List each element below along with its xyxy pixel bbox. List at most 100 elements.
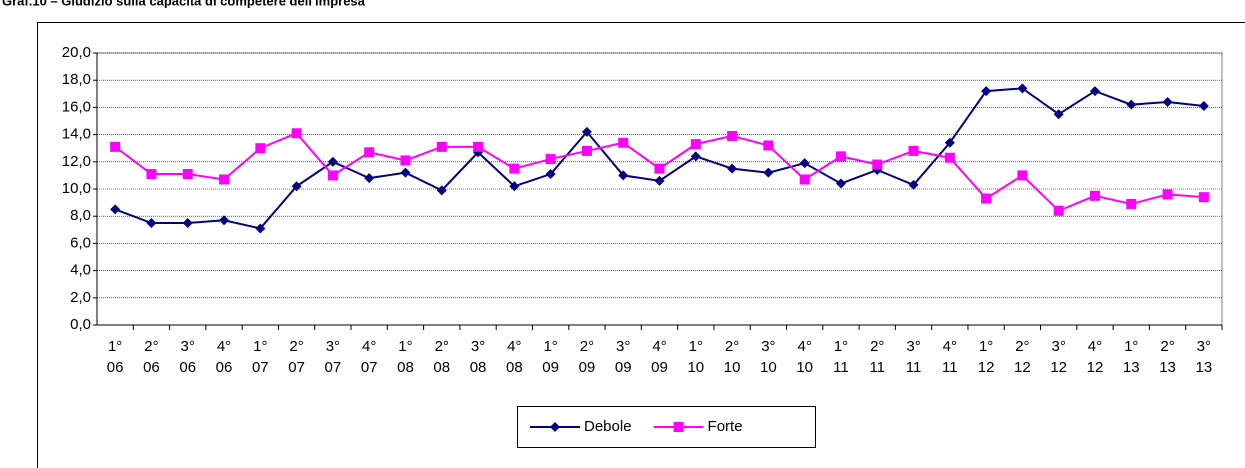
point xyxy=(690,139,701,150)
point xyxy=(110,204,121,215)
x-tick-label: 2° 07 xyxy=(288,338,305,376)
point xyxy=(690,151,701,162)
x-tick-label: 3° 07 xyxy=(325,338,342,376)
point xyxy=(1198,101,1209,112)
point xyxy=(908,145,919,156)
point xyxy=(1053,109,1064,120)
point xyxy=(182,169,193,180)
y-tick-label: 18,0 xyxy=(62,71,91,88)
point xyxy=(327,156,338,167)
x-tick-label: 3° 09 xyxy=(615,338,632,376)
point xyxy=(872,159,883,170)
point xyxy=(364,147,375,158)
point xyxy=(835,178,846,189)
point xyxy=(654,163,665,174)
chart-title: Graf.10 – Giudizio sulla capacità di com… xyxy=(2,0,366,8)
y-tick-label: 10,0 xyxy=(62,180,91,197)
point xyxy=(509,163,520,174)
point xyxy=(545,169,556,180)
x-tick-label: 1° 06 xyxy=(107,338,124,376)
point xyxy=(981,193,992,204)
x-tick-label: 1° 08 xyxy=(397,338,414,376)
point xyxy=(545,154,556,165)
point xyxy=(255,143,266,154)
point xyxy=(581,145,592,156)
x-tick-label: 3° 06 xyxy=(179,338,196,376)
y-tick-label: 2,0 xyxy=(70,289,91,306)
y-tick-label: 4,0 xyxy=(70,262,91,279)
x-tick-label: 2° 10 xyxy=(724,338,741,376)
y-tick-label: 8,0 xyxy=(70,207,91,224)
point xyxy=(1162,189,1173,200)
y-tick-label: 0,0 xyxy=(70,316,91,333)
point xyxy=(673,422,684,432)
x-tick-label: 4° 09 xyxy=(651,338,668,376)
x-tick-label: 4° 08 xyxy=(506,338,523,376)
y-tick-label: 16,0 xyxy=(62,98,91,115)
x-tick-label: 4° 11 xyxy=(942,338,958,376)
point xyxy=(1089,86,1100,97)
x-tick-label: 3° 11 xyxy=(906,338,922,376)
x-tick-label: 4° 07 xyxy=(361,338,378,376)
point xyxy=(581,126,592,137)
x-tick-label: 2° 12 xyxy=(1014,338,1031,376)
point xyxy=(1089,190,1100,201)
y-tick-label: 12,0 xyxy=(62,153,91,170)
point xyxy=(473,141,484,152)
point xyxy=(1017,170,1028,181)
point xyxy=(1126,198,1137,209)
point xyxy=(763,140,774,151)
x-tick-label: 3° 08 xyxy=(470,338,487,376)
point xyxy=(436,185,447,196)
point xyxy=(1162,96,1173,107)
x-tick-label: 4° 06 xyxy=(216,338,233,376)
point xyxy=(618,137,629,148)
chart-frame xyxy=(37,22,1245,468)
point xyxy=(509,181,520,192)
point xyxy=(799,174,810,185)
x-tick-label: 1° 12 xyxy=(978,338,995,376)
point xyxy=(550,422,560,432)
point xyxy=(364,173,375,184)
point xyxy=(1126,99,1137,110)
point xyxy=(400,167,411,178)
x-tick-label: 1° 10 xyxy=(687,338,704,376)
point xyxy=(255,223,266,234)
point xyxy=(291,181,302,192)
point xyxy=(799,158,810,169)
point xyxy=(944,137,955,148)
point xyxy=(291,128,302,139)
point xyxy=(944,152,955,163)
point xyxy=(763,167,774,178)
point xyxy=(219,215,230,226)
x-tick-label: 2° 09 xyxy=(579,338,596,376)
point xyxy=(727,130,738,141)
point xyxy=(835,151,846,162)
x-tick-label: 2° 11 xyxy=(869,338,885,376)
y-tick-label: 6,0 xyxy=(70,234,91,251)
x-tick-label: 3° 13 xyxy=(1196,338,1213,376)
point xyxy=(110,141,121,152)
point xyxy=(146,169,157,180)
point xyxy=(219,174,230,185)
x-tick-label: 4° 12 xyxy=(1087,338,1104,376)
x-tick-label: 1° 09 xyxy=(542,338,559,376)
point xyxy=(327,170,338,181)
y-tick-label: 14,0 xyxy=(62,126,91,143)
point xyxy=(908,179,919,190)
x-tick-label: 2° 08 xyxy=(433,338,450,376)
x-tick-label: 4° 10 xyxy=(796,338,813,376)
legend-label: Debole xyxy=(584,418,632,435)
point xyxy=(182,218,193,228)
point xyxy=(727,163,738,174)
x-tick-label: 3° 12 xyxy=(1050,338,1067,376)
point xyxy=(400,155,411,166)
point xyxy=(981,86,992,97)
x-tick-label: 1° 11 xyxy=(833,338,849,376)
point xyxy=(436,141,447,152)
point xyxy=(1017,83,1028,94)
legend: Debole Forte xyxy=(517,406,816,448)
point xyxy=(1053,205,1064,216)
y-tick-label: 20,0 xyxy=(62,44,91,61)
